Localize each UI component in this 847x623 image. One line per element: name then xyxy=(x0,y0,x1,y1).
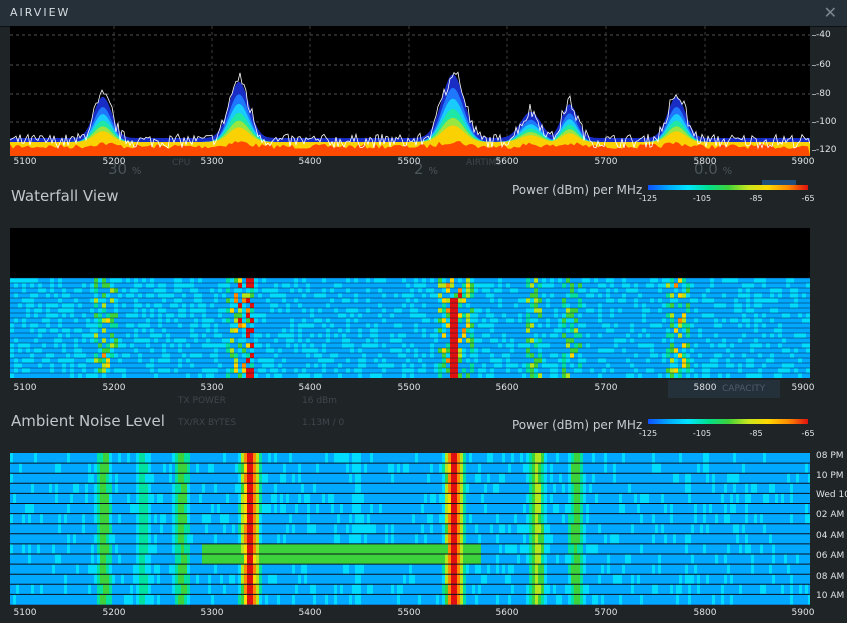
legend-tick: -65 xyxy=(801,194,815,203)
time-label: 10 PM xyxy=(816,471,844,481)
x-tick: 5700 xyxy=(594,157,618,167)
x-tick: 5400 xyxy=(298,383,322,393)
x-tick: 5500 xyxy=(397,157,421,167)
legend-tick: -125 xyxy=(638,194,658,203)
spectrum-plot xyxy=(10,26,810,156)
x-tick: 5300 xyxy=(200,608,224,618)
x-tick: 5700 xyxy=(594,608,618,618)
x-tick: 5200 xyxy=(102,383,126,393)
cpu-value-ghost: 30 % xyxy=(108,160,142,178)
ambient-x-axis: 5100 5200 5300 5400 5500 5600 5700 5800 … xyxy=(10,608,815,622)
tx-bytes-value-ghost: 1.13M / 0 xyxy=(302,418,345,428)
x-tick: 5600 xyxy=(495,157,519,167)
waterfall-plot xyxy=(10,228,810,378)
ambient-plot xyxy=(10,453,810,605)
x-tick: 5800 xyxy=(693,383,717,393)
legend-tick: -125 xyxy=(638,429,658,438)
time-label: 08 PM xyxy=(816,451,844,461)
x-tick: 5400 xyxy=(298,157,322,167)
legend-tick: -105 xyxy=(692,429,712,438)
x-tick: 5500 xyxy=(397,383,421,393)
spectrum-x-axis: 5100 5200 5300 5400 5500 5600 5700 5800 … xyxy=(10,157,815,171)
x-tick: 5200 xyxy=(102,608,126,618)
x-tick: 5900 xyxy=(791,157,815,167)
x-tick: 5200 xyxy=(102,157,126,167)
cpu-label-ghost: CPU xyxy=(172,158,191,168)
tx-power-label-ghost: TX POWER xyxy=(178,396,226,406)
airtime-value-ghost: 2 % xyxy=(414,160,438,178)
waterfall-x-axis: 5100 5200 5300 5400 5500 5600 5700 5800 … xyxy=(10,383,815,397)
time-label: 04 AM xyxy=(816,531,845,541)
y-tick: -120 xyxy=(816,145,837,155)
legend-tick: -65 xyxy=(801,429,815,438)
ambient-legend-bar xyxy=(648,419,808,424)
ambient-legend-label: Power (dBm) per MHz xyxy=(512,418,643,432)
time-label: 08 AM xyxy=(816,572,845,582)
legend-tick: -85 xyxy=(749,194,763,203)
app-title: AIRVIEW xyxy=(10,6,71,19)
x-tick: 5300 xyxy=(200,383,224,393)
y-tick: -80 xyxy=(816,89,831,99)
x-tick: 5100 xyxy=(13,157,37,167)
capacity-tab-ghost xyxy=(668,380,780,398)
x-tick: 5900 xyxy=(791,608,815,618)
x-tick: 5500 xyxy=(397,608,421,618)
ambient-title: Ambient Noise Level xyxy=(11,412,165,430)
airtime-label-ghost: AIRTIME xyxy=(466,158,503,168)
x-tick: 5700 xyxy=(594,383,618,393)
x-tick: 5600 xyxy=(495,383,519,393)
x-tick: 5800 xyxy=(693,157,717,167)
waterfall-legend-bar xyxy=(648,185,808,190)
time-label: 06 AM xyxy=(816,551,845,561)
tx-bytes-label-ghost: TX/RX BYTES xyxy=(178,418,237,428)
waterfall-legend-label: Power (dBm) per MHz xyxy=(512,183,643,197)
ghost-accent-bar xyxy=(762,180,796,186)
tx-power-value-ghost: 16 dBm xyxy=(302,396,337,406)
x-tick: 5800 xyxy=(693,608,717,618)
x-tick: 5300 xyxy=(200,157,224,167)
x-tick: 5400 xyxy=(298,608,322,618)
legend-tick: -85 xyxy=(749,429,763,438)
close-icon[interactable]: ✕ xyxy=(823,3,837,22)
legend-tick: -105 xyxy=(692,194,712,203)
y-tick: -60 xyxy=(816,60,831,70)
waterfall-title: Waterfall View xyxy=(11,187,119,205)
capacity-label-ghost: CAPACITY xyxy=(722,384,766,394)
time-label: 02 AM xyxy=(816,510,845,520)
x-tick: 5600 xyxy=(495,608,519,618)
x-tick: 5100 xyxy=(13,383,37,393)
title-bar: AIRVIEW ✕ xyxy=(0,0,847,27)
x-tick: 5900 xyxy=(791,383,815,393)
third-value-ghost: 0.0 % xyxy=(694,160,733,178)
y-tick: -100 xyxy=(816,117,837,127)
x-tick: 5100 xyxy=(13,608,37,618)
time-label: 10 AM xyxy=(816,591,845,601)
y-tick: -40 xyxy=(816,30,831,40)
time-label: Wed 10 xyxy=(816,490,847,500)
